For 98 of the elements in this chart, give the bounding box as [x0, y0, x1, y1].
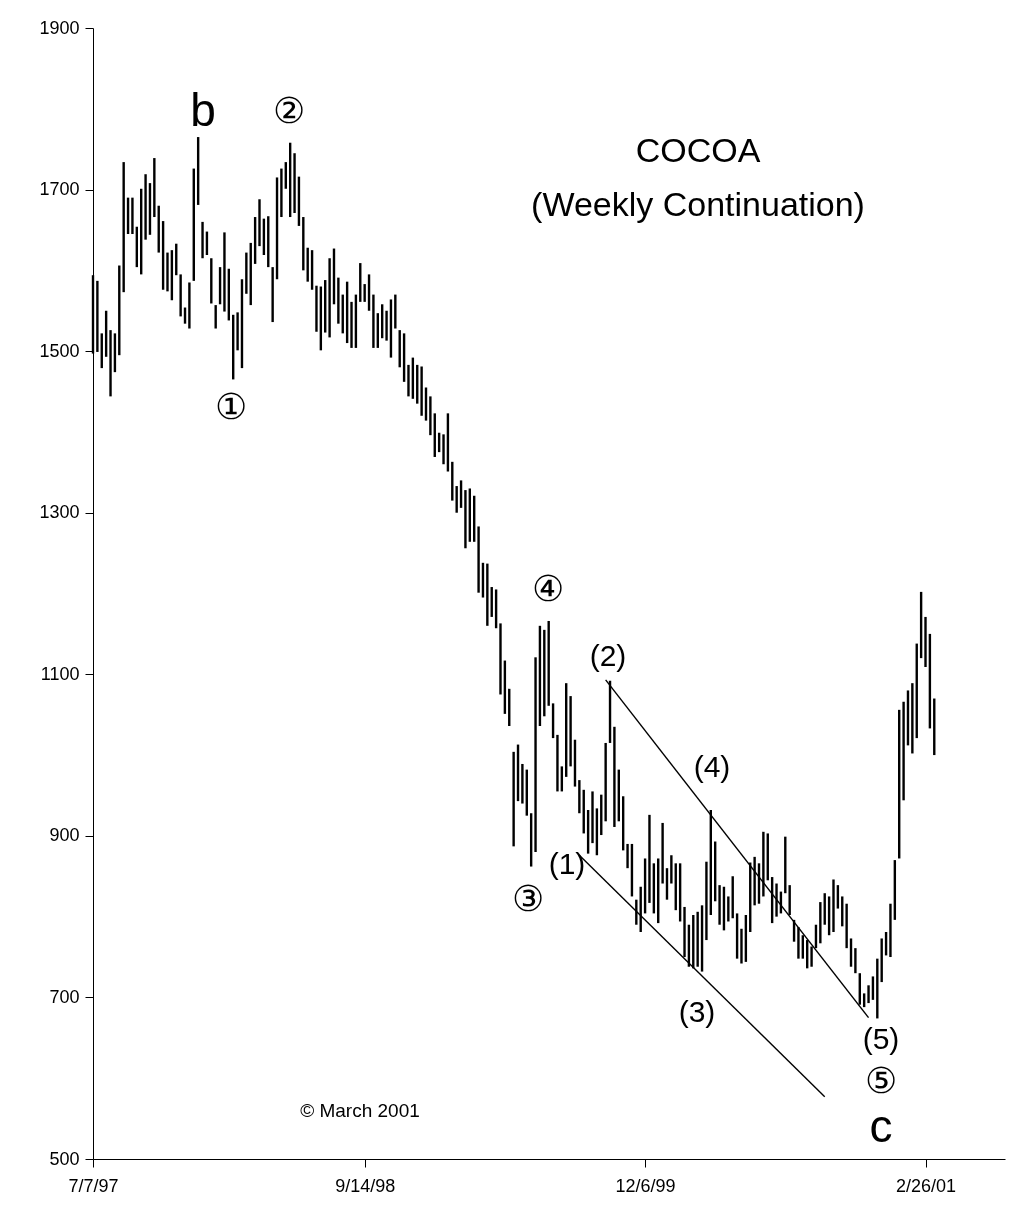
- bar: [429, 396, 432, 436]
- bar: [613, 726, 616, 827]
- bar: [635, 899, 638, 925]
- bar: [569, 696, 572, 767]
- y-tick-label: 1500: [39, 340, 80, 361]
- bar: [578, 780, 581, 814]
- bar: [902, 701, 905, 801]
- bar: [188, 282, 191, 329]
- y-tick-label: 1300: [39, 502, 80, 523]
- bar: [534, 657, 537, 853]
- bar: [236, 312, 239, 351]
- y-tick-label: 500: [49, 1148, 80, 1169]
- bar: [556, 734, 559, 792]
- annotation: c: [869, 1100, 893, 1152]
- bar: [797, 927, 800, 959]
- bar: [372, 294, 375, 348]
- x-tick-label: 7/7/97: [68, 1175, 119, 1196]
- bar: [442, 434, 445, 465]
- bar: [477, 526, 480, 593]
- bar: [420, 366, 423, 416]
- text: (Weekly Continuation): [531, 185, 865, 223]
- bar: [363, 284, 366, 302]
- bar: [486, 563, 489, 626]
- bar: [210, 258, 213, 304]
- bar: [889, 903, 892, 958]
- annotation: ④: [532, 568, 564, 609]
- bar: [661, 822, 664, 884]
- annotation: (2): [589, 639, 627, 672]
- bar: [819, 902, 822, 944]
- bar: [499, 623, 502, 695]
- bar: [670, 855, 673, 884]
- bar: [867, 985, 870, 1004]
- bar: [407, 364, 410, 397]
- text: COCOA: [635, 131, 761, 169]
- bar: [131, 197, 134, 234]
- bar: [280, 168, 283, 218]
- bar: [385, 310, 388, 341]
- bar: [245, 252, 248, 294]
- bar: [328, 258, 331, 338]
- bar: [788, 885, 791, 916]
- bar: [591, 791, 594, 844]
- bar: [727, 896, 730, 922]
- bar: [166, 252, 169, 292]
- bar: [762, 831, 765, 897]
- x-tick-label: 9/14/98: [335, 1175, 396, 1196]
- bar: [521, 763, 524, 804]
- bar: [464, 490, 467, 549]
- x-tick-label: 12/6/99: [615, 1175, 676, 1196]
- bar: [718, 885, 721, 925]
- bar: [854, 948, 857, 974]
- annotation: (1): [548, 847, 586, 880]
- bar: [775, 883, 778, 917]
- bar: [696, 911, 699, 967]
- annotation: © March 2001: [300, 1100, 420, 1121]
- bar: [223, 232, 226, 312]
- bar: [394, 294, 397, 329]
- bar: [201, 221, 204, 259]
- y-tick-label: 1900: [39, 17, 80, 38]
- bar: [293, 153, 296, 213]
- bar: [109, 330, 112, 397]
- bar: [705, 861, 708, 941]
- bar: [740, 928, 743, 964]
- bar: [604, 742, 607, 822]
- y-tick-label: 900: [49, 825, 80, 846]
- bar: [832, 879, 835, 932]
- bar: [271, 267, 274, 323]
- bar: [315, 285, 318, 332]
- annotation: ①: [215, 386, 247, 427]
- bar: [810, 946, 813, 967]
- bar: [626, 843, 629, 869]
- bar: [648, 814, 651, 903]
- y-tick-label: 1700: [39, 179, 80, 200]
- bar: [455, 486, 458, 513]
- bar: [96, 280, 99, 352]
- x-tick-label: 2/26/01: [895, 1175, 957, 1196]
- bar: [258, 199, 261, 247]
- y-tick-label: 700: [49, 986, 80, 1007]
- annotation: ③: [512, 878, 544, 919]
- bar: [144, 174, 147, 240]
- annotation: (3): [678, 995, 716, 1028]
- annotation: (5): [862, 1022, 900, 1055]
- bar: [337, 277, 340, 324]
- annotation: ⑤: [865, 1060, 897, 1101]
- bar: [924, 616, 927, 668]
- y-tick-label: 1100: [40, 663, 80, 684]
- bar: [753, 856, 756, 906]
- annotation: ②: [273, 90, 305, 131]
- bar: [122, 162, 125, 293]
- bar: [512, 751, 515, 847]
- bar: [683, 906, 686, 958]
- bar: [179, 274, 182, 317]
- bar: [153, 158, 156, 218]
- annotation: b: [190, 84, 216, 136]
- bar: [350, 301, 353, 348]
- bar: [214, 305, 217, 329]
- bar: [911, 683, 914, 754]
- annotation: (4): [693, 750, 731, 783]
- bar: [845, 903, 848, 949]
